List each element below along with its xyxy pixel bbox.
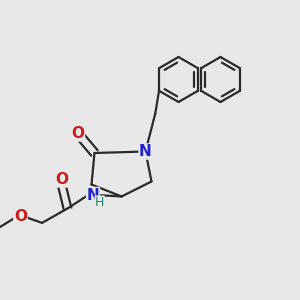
Text: H: H bbox=[95, 196, 104, 209]
Text: O: O bbox=[71, 126, 85, 141]
Text: O: O bbox=[55, 172, 68, 187]
Text: N: N bbox=[87, 188, 99, 202]
Text: N: N bbox=[139, 144, 152, 159]
Text: O: O bbox=[14, 209, 27, 224]
